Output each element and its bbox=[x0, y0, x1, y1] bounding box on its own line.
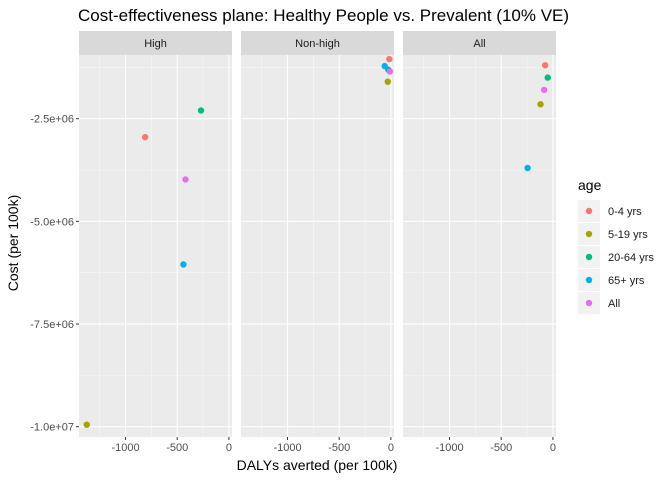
facet-strip bbox=[403, 31, 556, 55]
facet-strip bbox=[79, 31, 232, 55]
legend-swatch bbox=[585, 299, 593, 307]
y-tick-label: -2.5e+06 bbox=[30, 114, 74, 126]
legend-title: age bbox=[578, 177, 602, 193]
point-5-19-yrs bbox=[537, 101, 544, 108]
x-tick-label: -500 bbox=[166, 442, 188, 454]
x-tick-label: -500 bbox=[328, 442, 350, 454]
panel-background bbox=[403, 55, 556, 437]
point-0-4-yrs bbox=[386, 55, 393, 63]
panel-background bbox=[241, 55, 394, 437]
x-axis-title: DALYs averted (per 100k) bbox=[237, 457, 398, 473]
facet-strip-label: All bbox=[473, 38, 485, 50]
x-tick-label: 0 bbox=[550, 442, 556, 454]
legend: age 0-4 yrs 5-19 yrs 20-64 yrs 65+ yrs All bbox=[578, 177, 654, 314]
y-tick-label: -7.5e+06 bbox=[30, 319, 74, 331]
x-tick-label: 0 bbox=[388, 442, 394, 454]
point-all bbox=[540, 86, 548, 94]
facet-panel-non-high: Non-high -1000 -500 0 bbox=[241, 31, 394, 454]
point-20-64-yrs bbox=[197, 107, 205, 114]
point-65-yrs bbox=[524, 164, 531, 172]
facet-strip bbox=[241, 31, 394, 55]
point-0-4-yrs bbox=[541, 62, 549, 69]
legend-swatch bbox=[585, 276, 593, 284]
point-65-yrs bbox=[381, 62, 388, 70]
y-tick-label: -1.0e+07 bbox=[30, 422, 74, 434]
legend-label: 20-64 yrs bbox=[608, 252, 654, 264]
legend-label: 5-19 yrs bbox=[608, 229, 648, 241]
legend-label: 0-4 yrs bbox=[608, 206, 642, 218]
legend-label: All bbox=[608, 298, 620, 310]
point-all bbox=[182, 176, 189, 183]
chart-title: Cost-effectiveness plane: Healthy People… bbox=[78, 6, 569, 25]
facet-panel-all: All -1000 -500 0 bbox=[403, 31, 556, 454]
legend-label: 65+ yrs bbox=[608, 275, 645, 287]
point-5-19-yrs bbox=[384, 78, 391, 85]
facet-strip-label: High bbox=[144, 38, 167, 50]
y-tick-label: -5.0e+06 bbox=[30, 216, 74, 228]
y-axis-title: Cost (per 100k) bbox=[5, 195, 21, 291]
facet-panels: High -1000 -500 0 Non-high -1000 -500 0 All -1000… bbox=[79, 31, 556, 454]
point-20-64-yrs bbox=[544, 74, 551, 81]
point-65-yrs bbox=[180, 261, 187, 268]
x-tick-label: -500 bbox=[490, 442, 512, 454]
x-tick-label: 0 bbox=[226, 442, 232, 454]
x-tick-label: -1000 bbox=[273, 442, 301, 454]
point-0-4-yrs bbox=[141, 133, 149, 141]
point-all bbox=[386, 68, 394, 75]
x-tick-label: -1000 bbox=[111, 442, 139, 454]
x-tick-label: -1000 bbox=[435, 442, 463, 454]
panel-background bbox=[79, 55, 232, 437]
point-5-19-yrs bbox=[83, 421, 90, 428]
legend-swatch bbox=[585, 207, 593, 215]
facet-panel-high: High -1000 -500 0 bbox=[79, 31, 232, 454]
facet-strip-label: Non-high bbox=[295, 38, 340, 50]
y-axis: -2.5e+06 -5.0e+06 -7.5e+06 -1.0e+07 bbox=[30, 114, 79, 434]
legend-swatch bbox=[585, 230, 593, 238]
legend-swatch bbox=[585, 253, 593, 261]
